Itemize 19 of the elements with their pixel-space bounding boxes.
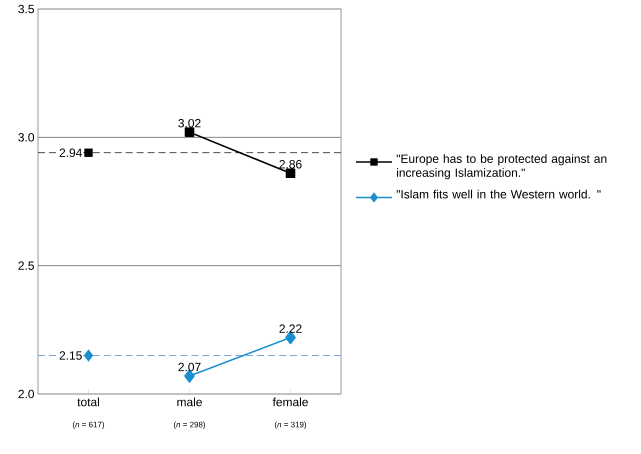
y-tick-label: 2.0	[18, 390, 34, 398]
data-label: 2.86	[279, 160, 302, 168]
point	[84, 148, 93, 157]
legend-label: "Islam fits well in the Western world. "	[396, 190, 601, 198]
point	[184, 127, 194, 137]
x-tick-label: total	[77, 398, 100, 406]
data-label: 2.22	[279, 324, 302, 333]
data-label: 2.15	[60, 351, 82, 360]
y-tick-label: 2.5	[18, 261, 34, 270]
data-label: 2.07	[178, 362, 201, 372]
y-tick-label: 3.0	[18, 133, 34, 142]
point	[84, 349, 94, 362]
y-tick-label: 3.5	[18, 4, 34, 14]
legend-label: "Europe has to be protected against an increasing Islamization."	[396, 154, 606, 180]
x-tick-label: male	[177, 398, 202, 406]
data-label: 3.02	[178, 118, 201, 128]
data-label: 2.94	[60, 148, 82, 157]
x-tick-label: female	[272, 398, 308, 406]
point	[286, 168, 296, 178]
